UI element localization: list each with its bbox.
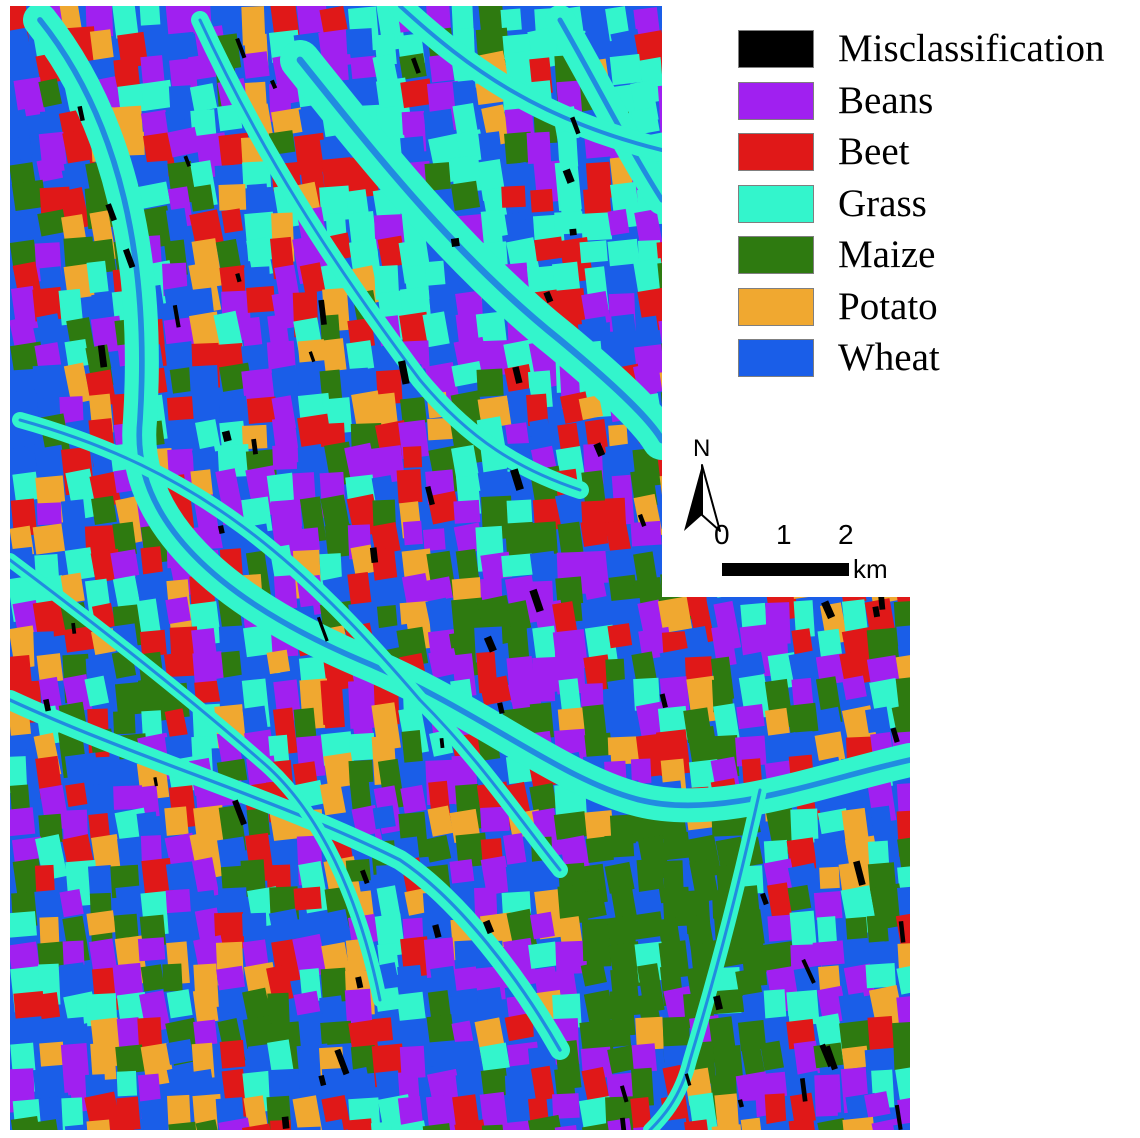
legend-swatch-maize	[738, 236, 814, 274]
legend-swatch-wheat	[738, 339, 814, 377]
legend-swatch-potato	[738, 287, 814, 326]
north-arrow-icon	[684, 464, 721, 532]
scale-unit: km	[853, 554, 888, 584]
legend-label-wheat: Wheat	[838, 336, 940, 379]
legend-label-grass: Grass	[838, 181, 927, 225]
scale-tick-2: 2	[838, 519, 854, 550]
river-corridors	[10, 6, 910, 1130]
legend-label-misclassification: Misclassification	[838, 27, 1105, 70]
legend-label-maize: Maize	[838, 233, 936, 276]
scale-tick-1: 1	[776, 519, 792, 550]
scale-tick-0: 0	[714, 519, 730, 550]
legend-swatch-beet	[738, 133, 814, 171]
legend-swatch-grass	[738, 184, 814, 223]
legend-label-beans: Beans	[838, 78, 934, 122]
scale-bar	[722, 563, 849, 576]
north-label: N	[693, 435, 711, 462]
legend-swatch-beans	[738, 81, 814, 120]
legend-label-beet: Beet	[838, 130, 910, 173]
legend-swatch-misclassification	[738, 30, 814, 68]
legend-label-potato: Potato	[838, 284, 938, 328]
